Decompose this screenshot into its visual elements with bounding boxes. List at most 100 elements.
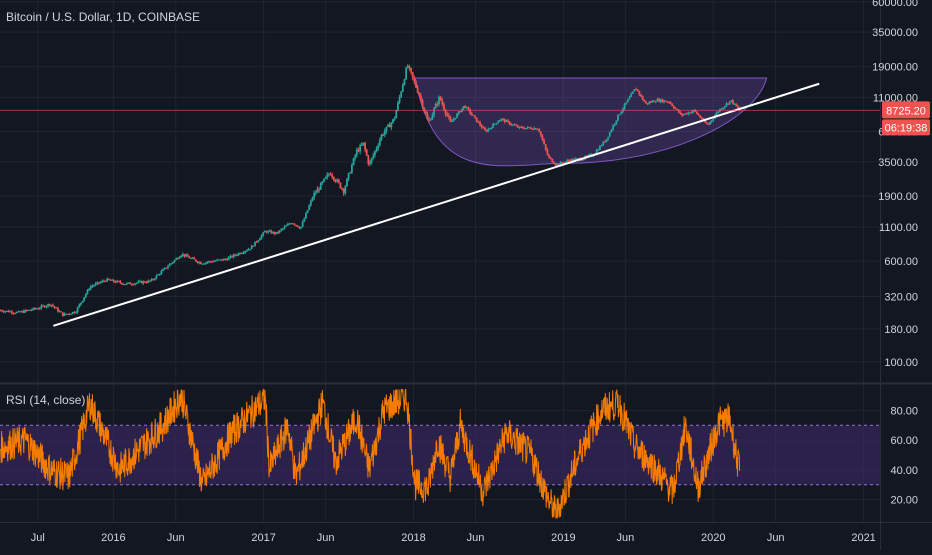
candle-body [668,101,670,103]
candle-304 [498,119,501,122]
candle-body [158,274,161,276]
candle-251 [411,72,414,81]
candle-384 [630,92,633,97]
candle-body [360,144,363,146]
candle-76 [124,284,127,286]
price-tick-label: 180.00 [884,324,918,336]
candle-body [217,259,220,261]
candle-body [334,179,337,182]
candle-211 [346,177,348,187]
candle-232 [380,133,383,142]
candle-body [413,77,416,82]
candle-body [309,200,312,206]
candle-body [378,139,381,146]
candle-284 [465,106,468,110]
rsi-tick-label: 60.00 [890,435,918,447]
candle-22 [35,307,38,310]
candle-110 [180,255,182,258]
candle-body [554,164,557,166]
candle-body [398,96,401,103]
candle-body [277,232,279,234]
candle-434 [712,117,715,123]
candle-14 [22,309,25,314]
candle-215 [352,157,355,166]
candle-31 [50,304,53,308]
candle-218 [357,147,360,153]
candle-204 [334,178,337,183]
candle-body [636,89,639,92]
candle-391 [641,95,644,101]
candle-156 [255,240,258,243]
candle-101 [165,267,168,269]
candle-body [648,101,651,104]
candle-73 [119,279,122,284]
candle-body [262,232,265,236]
candle-body [681,113,683,116]
candle-body [410,67,412,73]
candle-body [222,258,225,261]
candle-122 [199,261,202,265]
candle-157 [257,239,260,243]
candle-body [439,96,442,101]
candle-body [86,289,89,295]
candle-body [19,311,22,313]
candle-body [122,284,125,286]
candle-body [29,309,31,311]
candle-body [382,134,385,136]
candle-body [32,307,35,310]
candle-89 [145,280,148,284]
rsi-tick-label: 80.00 [890,405,918,417]
candle-364 [597,148,600,151]
candle-197 [323,178,325,183]
candle-body [643,99,646,102]
candle-225 [369,159,371,167]
candle-150 [245,249,248,253]
candle-213 [349,171,352,174]
candle-body [485,130,488,132]
candle-7 [11,309,13,315]
candle-176 [288,222,291,225]
candle-292 [479,120,481,127]
candle-302 [495,123,498,126]
time-axis: Jul 2016 Jun 2017 Jun 2018 Jun 2019 Jun 2020 Jun 20… [31,532,876,544]
candle-226 [370,157,373,165]
candle-body [362,142,365,145]
candle-body [447,115,450,117]
candle-body [526,127,529,129]
candle-264 [433,106,435,118]
candle-body [700,117,703,120]
candle-body [135,282,138,284]
candle-427 [700,116,703,120]
candle-82 [134,282,137,286]
candle-body [383,131,386,135]
candle-196 [321,180,324,186]
candle-249 [408,64,411,71]
candle-body [705,122,708,125]
candle-112 [183,254,186,258]
candle-body [285,225,288,227]
candle-277 [454,117,457,120]
candle-body [723,106,726,108]
candle-body [370,158,373,163]
candle-2 [2,309,5,313]
candle-94 [153,277,156,281]
candle-body [114,281,117,283]
candle-body [22,311,25,313]
candle-25 [40,304,43,310]
candle-body [543,140,545,145]
candle-body [162,269,164,272]
candle-175 [286,222,289,226]
candle-312 [511,124,514,127]
candle-413 [677,109,680,114]
candle-446 [732,99,734,105]
candle-body [129,282,132,285]
candle-378 [620,111,623,115]
candle-168 [275,232,278,235]
candle-253 [415,80,417,89]
candle-body [457,111,460,114]
candle-body [487,128,490,132]
candle-106 [173,259,176,264]
candle-387 [635,87,637,91]
candle-body [490,127,493,129]
candle-body [119,281,122,283]
